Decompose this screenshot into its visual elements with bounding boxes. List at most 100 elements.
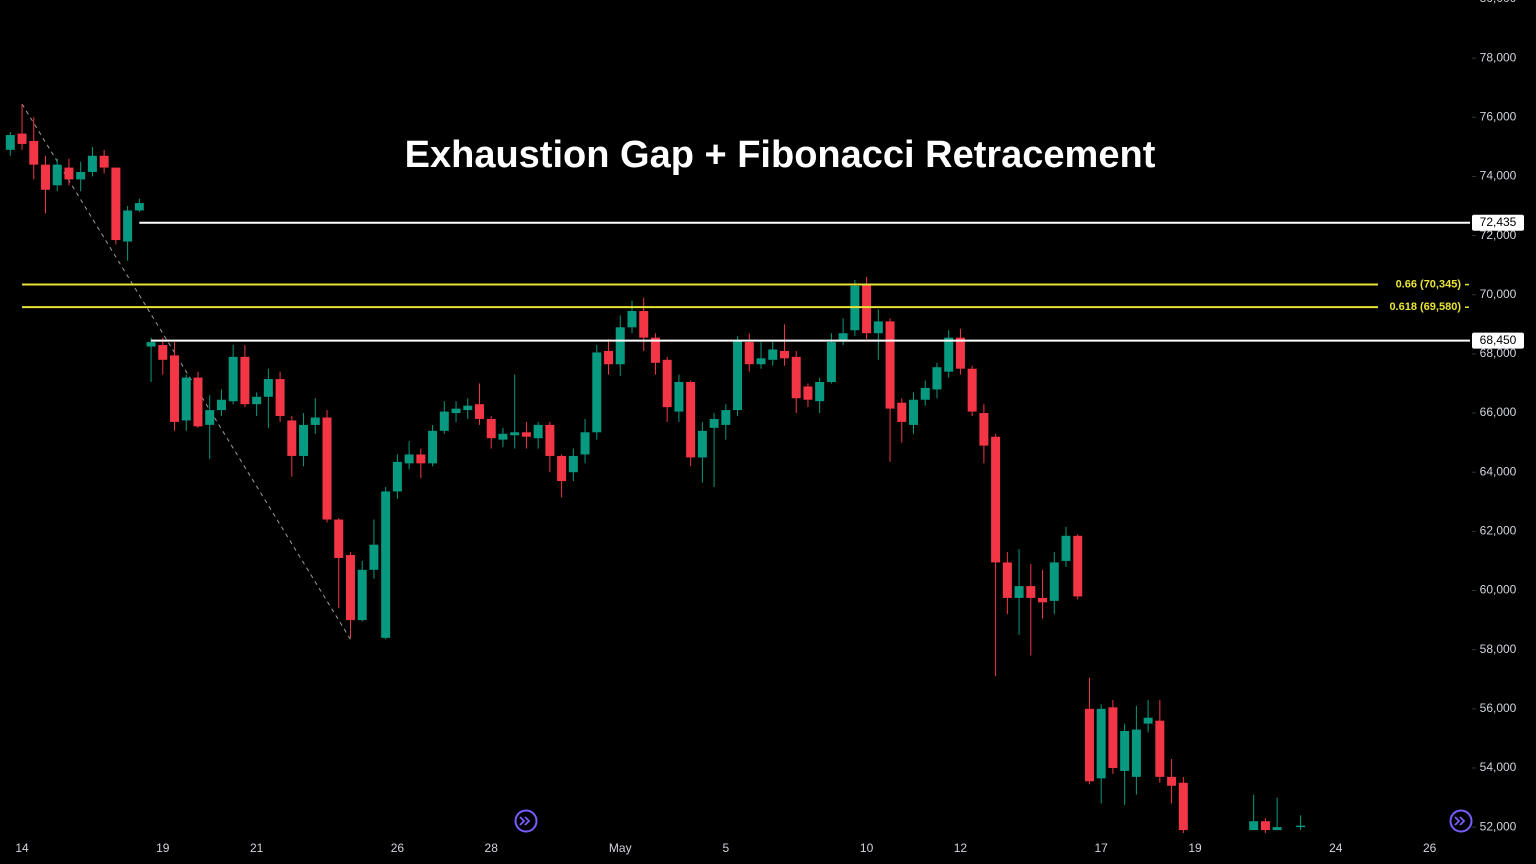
candle-body (979, 413, 989, 446)
y-tick-label: 60,000 (1480, 583, 1517, 597)
candle-body (815, 382, 825, 402)
candle-body (416, 454, 426, 464)
candle-body (615, 327, 625, 365)
x-tick-label: 28 (485, 841, 499, 855)
candle-body (1073, 535, 1083, 597)
candle-body (604, 350, 614, 365)
replay-icon[interactable] (1449, 809, 1473, 833)
x-tick-label: 19 (156, 841, 170, 855)
x-tick-label: May (609, 841, 632, 855)
candle-body (29, 140, 39, 165)
x-tick-label: 5 (722, 841, 729, 855)
y-tick-label: 52,000 (1480, 819, 1517, 833)
candle-body (240, 356, 250, 405)
candle-body (404, 454, 414, 464)
candle-body (392, 461, 402, 492)
candle-body (322, 417, 332, 520)
candle-body (733, 340, 743, 411)
candle-body (955, 337, 965, 369)
y-tick-label: 72,000 (1480, 228, 1517, 242)
candle-body (263, 379, 273, 397)
candle-body (40, 164, 50, 190)
candle-body (533, 424, 543, 439)
candle-body (568, 455, 578, 473)
candle-body (1026, 586, 1036, 598)
y-tick-label: 74,000 (1480, 169, 1517, 183)
x-tick-label: 10 (860, 841, 874, 855)
candle-body (967, 368, 977, 412)
candle-body (862, 284, 872, 334)
candle-body (1096, 708, 1106, 779)
fib-label: 0.618 (69,580) (1389, 301, 1461, 313)
candle-body (944, 337, 954, 372)
y-tick-label: 58,000 (1480, 642, 1517, 656)
candle-body (1084, 708, 1094, 782)
candle-body (357, 569, 367, 621)
candle-body (1061, 535, 1071, 561)
candle-body (87, 155, 97, 173)
candle-body (521, 432, 531, 437)
candle-body (838, 333, 848, 341)
x-tick-label: 26 (391, 841, 405, 855)
candle-body (381, 491, 391, 638)
candle-body (592, 352, 602, 433)
candle-body (228, 356, 238, 402)
candle-body (1131, 729, 1141, 777)
candle-body (885, 321, 895, 409)
y-tick-label: 54,000 (1480, 760, 1517, 774)
candle-body (299, 424, 309, 456)
candle-body (158, 345, 168, 360)
candle-body (451, 408, 461, 414)
candle-body (439, 411, 449, 431)
y-tick-label: 66,000 (1480, 405, 1517, 419)
candle-body (345, 555, 355, 621)
level-tag (1472, 332, 1524, 349)
candle-body (475, 404, 484, 419)
candle-body (1120, 731, 1130, 771)
candle-body (510, 432, 520, 436)
x-tick-label: 12 (954, 841, 968, 855)
candle-body (639, 311, 649, 338)
candle-body (287, 420, 297, 456)
candle-body (1155, 720, 1165, 777)
candle-body (909, 399, 919, 425)
y-tick-label: 80,000 (1480, 0, 1517, 5)
candle-body (897, 402, 907, 422)
candle-body (826, 342, 836, 383)
y-tick-label: 70,000 (1480, 287, 1517, 301)
x-tick-label: 26 (1423, 841, 1437, 855)
x-tick-label: 21 (250, 841, 264, 855)
candle-body (310, 417, 320, 425)
candle-body (52, 164, 62, 186)
candle-body (650, 337, 660, 363)
replay-icon[interactable] (514, 809, 538, 833)
candle-body (1260, 821, 1270, 831)
candle-body (170, 355, 180, 422)
candle-body (744, 342, 754, 365)
candle-body (1049, 562, 1059, 601)
candle-body (1296, 825, 1306, 828)
candle-body (697, 430, 707, 458)
candle-body (1272, 827, 1282, 831)
candle-body (17, 133, 27, 144)
candle-body (674, 382, 684, 412)
candle-body (369, 544, 379, 570)
candle-body (334, 519, 344, 558)
candle-body (1249, 821, 1259, 831)
plot: 52,000 54,000 56,000 58,000 60,000 62,000 64,0… (5, 0, 1524, 855)
y-tick-label: 68,000 (1480, 346, 1517, 360)
candle-body (1143, 717, 1153, 724)
candle-body (181, 377, 191, 421)
candle-body (216, 399, 226, 411)
candle-body (791, 356, 801, 399)
candle-body (721, 410, 731, 425)
candle-body (76, 172, 86, 180)
x-tick-label: 17 (1095, 841, 1109, 855)
fib-label: 0.66 (70,345) (1396, 278, 1462, 290)
candle-body (756, 358, 766, 365)
candle-body (428, 430, 438, 464)
trend-line (21, 103, 351, 640)
candle-body (123, 210, 133, 242)
x-tick-label: 14 (15, 841, 29, 855)
candle-body (662, 359, 672, 408)
